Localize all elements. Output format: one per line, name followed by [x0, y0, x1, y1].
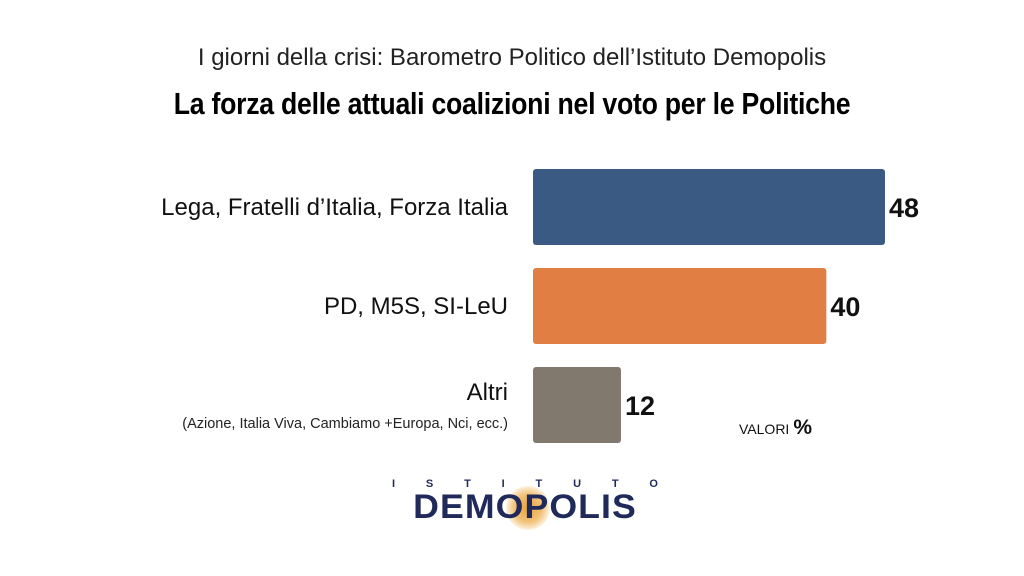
logo-tagline-letter: T — [611, 478, 619, 490]
logo-tagline-letter: T — [535, 478, 543, 490]
bar — [533, 169, 885, 245]
logo-tagline: I S T I T U T O — [388, 478, 662, 490]
chart-title: La forza delle attuali coalizioni nel vo… — [173, 86, 851, 121]
logo-wordmark: DEMOPOLIS — [413, 488, 637, 526]
logo-tagline-letter: I — [501, 478, 505, 490]
category-label: Lega, Fratelli d’Italia, Forza Italia — [161, 194, 508, 221]
logo-tagline-letter: O — [649, 478, 658, 490]
logo-tagline-letter: U — [573, 478, 582, 490]
units-label: VALORI — [739, 421, 790, 437]
units-symbol: % — [793, 416, 812, 439]
bar-value-label: 12 — [625, 391, 655, 421]
category-label: PD, M5S, SI-LeU — [324, 293, 508, 320]
bar — [533, 367, 621, 443]
logo-tagline-letter: I — [392, 478, 396, 490]
logo-sun-icon — [506, 486, 550, 530]
logo-tagline-letter: S — [425, 478, 434, 490]
demopolis-logo: I S T I T U T O DEMOPOLIS — [388, 478, 662, 530]
bar-value-label: 40 — [830, 292, 860, 322]
units-note: VALORI% — [739, 416, 812, 440]
bar-value-label: 48 — [889, 193, 919, 223]
category-label: Altri — [467, 379, 508, 406]
logo-tagline-letter: T — [464, 478, 471, 490]
category-note: (Azione, Italia Viva, Cambiamo +Europa, … — [182, 416, 508, 432]
chart-subtitle: I giorni della crisi: Barometro Politico… — [197, 44, 827, 71]
bar — [533, 268, 827, 344]
